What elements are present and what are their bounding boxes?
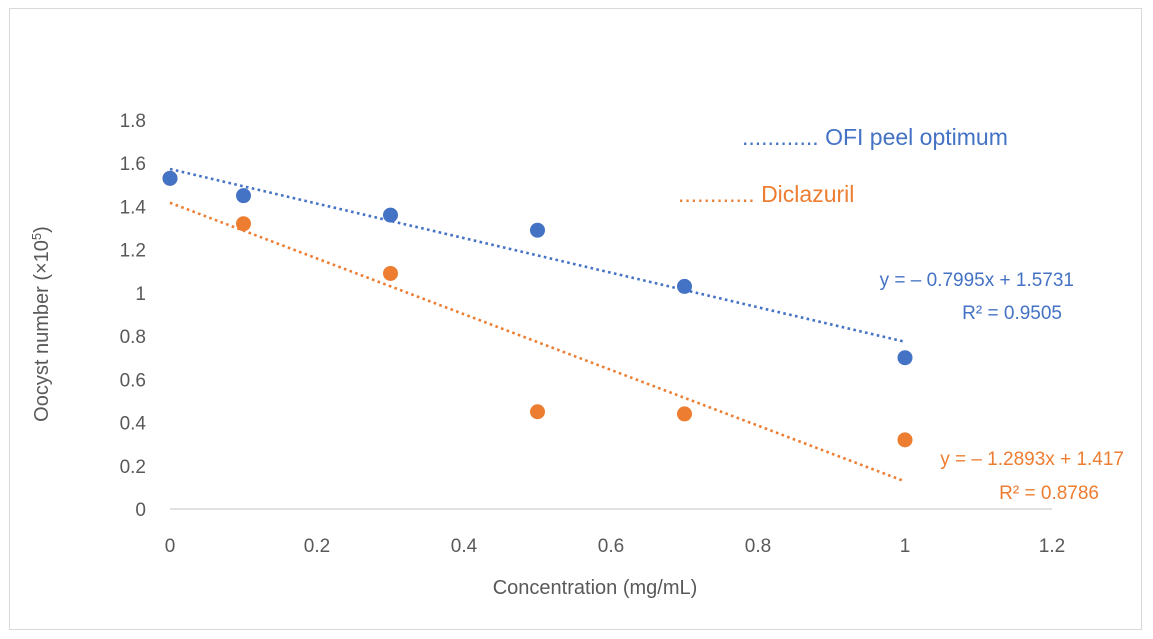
data-points [162, 170, 913, 448]
data-point-ofi-peel-optimum [530, 222, 545, 238]
y-tick-label: 0.6 [120, 370, 146, 391]
legend-entry-diclazuril: ............ Diclazuril [678, 181, 854, 207]
trendline-equation-diclazuril: y = – 1.2893x + 1.417 [940, 449, 1124, 470]
x-axis-title: Concentration (mg/mL) [493, 577, 698, 599]
y-axis-title-superscript: 5 [29, 233, 44, 240]
x-tick-label: 0.8 [745, 536, 771, 557]
data-point-ofi-peel-optimum [897, 350, 913, 366]
y-tick-label: 1.6 [120, 154, 146, 175]
y-axis-title-close: ) [31, 226, 53, 233]
y-tick-label: 1 [135, 284, 146, 305]
y-tick-label: 1.2 [120, 241, 146, 262]
x-tick-label: 0 [165, 536, 176, 557]
trendlines [169, 167, 906, 483]
data-point-diclazuril [897, 432, 913, 448]
trendline-equation-ofi: y = – 0.7995x + 1.5731 [880, 270, 1074, 291]
data-point-diclazuril [677, 406, 692, 422]
legend-entry-ofi-peel-optimum: ............ OFI peel optimum [742, 124, 1008, 150]
data-point-diclazuril [530, 404, 545, 420]
x-tick-label: 1 [900, 536, 911, 557]
trendline-r2-ofi: R² = 0.9505 [962, 303, 1062, 324]
x-tick-label: 0.4 [451, 536, 478, 557]
y-axis-title: Oocyst number (×105) [29, 226, 54, 422]
data-point-ofi-peel-optimum [677, 278, 692, 294]
data-point-ofi-peel-optimum [236, 188, 251, 204]
x-tick-label: 0.6 [598, 536, 624, 557]
y-tick-label: 0.8 [120, 327, 146, 348]
data-point-ofi-peel-optimum [383, 207, 398, 223]
trendline-r2-diclazuril: R² = 0.8786 [999, 483, 1099, 504]
y-axis-title-main: Oocyst number (×10 [31, 240, 53, 422]
x-tick-label: 0.2 [304, 536, 330, 557]
trendline-diclazuril [169, 201, 906, 483]
chart-frame [9, 8, 1142, 630]
y-tick-label: 0.2 [120, 457, 146, 478]
y-tick-label: 0 [135, 500, 146, 521]
x-tick-label: 1.2 [1039, 536, 1065, 557]
data-point-diclazuril [383, 265, 398, 281]
data-point-ofi-peel-optimum [162, 170, 178, 186]
y-tick-labels: 0 0.2 0.4 0.6 0.8 1 1.2 1.4 1.6 1.8 [120, 111, 147, 521]
y-tick-label: 1.8 [120, 111, 146, 132]
y-tick-label: 1.4 [120, 197, 147, 218]
data-point-diclazuril [236, 216, 251, 232]
x-tick-labels: 0 0.2 0.4 0.6 0.8 1 1.2 [165, 536, 1066, 557]
y-tick-label: 0.4 [120, 414, 147, 435]
